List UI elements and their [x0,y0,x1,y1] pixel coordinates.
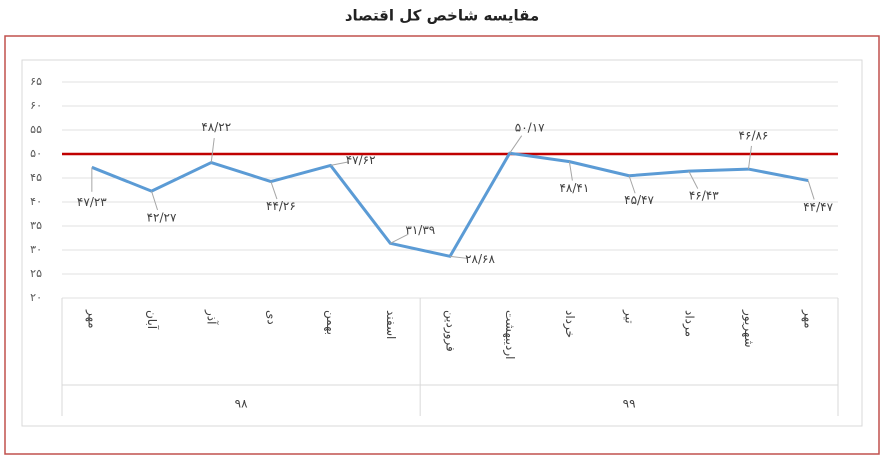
y-tick-label: ۳۰ [30,243,42,256]
data-label: ۴۵/۴۷ [624,193,654,207]
leader-line [449,255,469,259]
group-label: ۹۸ [235,397,248,411]
leader-line [747,145,752,170]
y-tick-label: ۲۰ [30,291,42,304]
chart-title: مقایسه شاخص کل اقتصاد [345,7,539,25]
y-tick-label: ۴۵ [30,171,42,184]
x-tick-label: شهریور [741,309,756,348]
leader-line [210,137,215,163]
data-label: ۴۲/۲۷ [147,211,177,225]
data-label: ۴۴/۴۷ [803,200,833,214]
leader-line [568,161,573,181]
data-label: ۴۷/۶۲ [346,153,376,167]
x-tick-label: تیر [622,309,637,324]
x-tick-label: آبان [145,310,160,330]
leader-line [151,190,159,211]
y-tick-label: ۶۵ [30,75,42,88]
leader-line [330,161,349,166]
y-tick-label: ۵۵ [30,123,42,136]
leader-line [688,170,699,189]
x-tick-label: فروردین [443,310,458,352]
data-label: ۴۸/۴۱ [559,181,589,195]
data-label: ۲۸/۶۸ [465,252,495,266]
x-tick-label: مرداد [681,310,696,337]
leader-line [270,181,278,200]
x-tick-label: اسفند [384,310,398,339]
leader-line [390,233,409,244]
data-label: ۴۶/۸۶ [739,129,769,143]
x-tick-label: بهمن [323,310,338,335]
x-tick-label: دی [264,310,278,325]
data-label: ۵۰/۱۷ [515,121,545,135]
x-tick-label: مهر [84,309,99,329]
x-tick-label: مهر [801,309,816,329]
leader-line [509,135,523,154]
data-label: ۴۸/۲۲ [201,120,231,134]
leader-line [628,175,636,194]
data-label: ۳۱/۳۹ [405,223,435,237]
series-line [91,151,809,258]
data-label: ۴۴/۲۶ [266,199,296,213]
y-tick-label: ۵۰ [30,147,42,160]
group-label: ۹۹ [623,397,636,411]
outer-frame [4,35,880,455]
data-label: ۴۶/۴۳ [689,189,719,203]
leader-line [807,180,815,200]
x-tick-label: آذر [204,309,220,325]
y-tick-label: ۶۰ [30,99,42,112]
plot-frame [21,59,863,427]
x-tick-label: خرداد [562,310,577,338]
y-tick-label: ۴۰ [30,195,42,208]
y-tick-label: ۳۵ [30,219,42,232]
data-label: ۴۷/۲۳ [77,195,107,209]
y-tick-label: ۲۵ [30,267,42,280]
x-tick-label: اردیبهشت [502,310,517,359]
